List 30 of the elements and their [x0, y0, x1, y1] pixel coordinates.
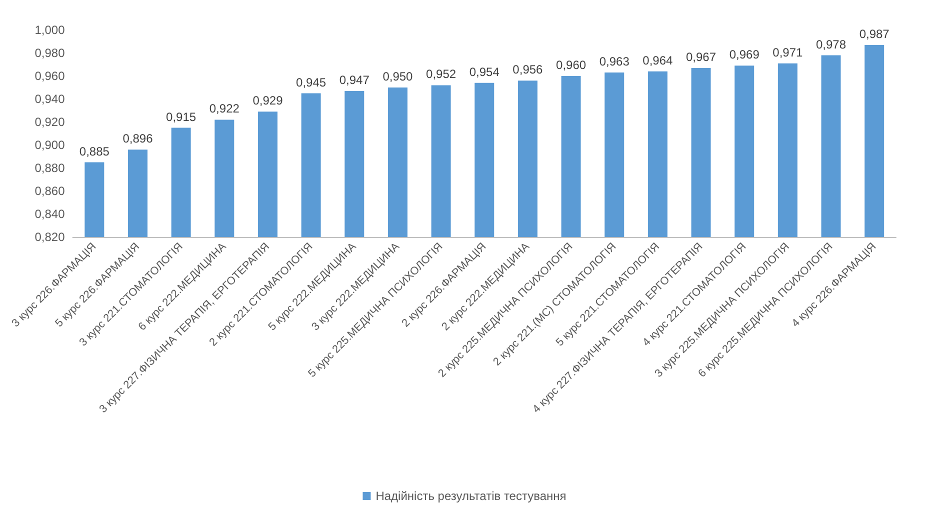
y-tick-label: 0,920 — [34, 115, 66, 129]
data-label: 0,969 — [729, 48, 760, 62]
y-tick-label: 0,880 — [34, 161, 66, 175]
data-label: 0,950 — [382, 70, 414, 84]
data-label: 0,978 — [816, 37, 846, 52]
data-label: 0,971 — [772, 45, 804, 60]
data-label: 0,947 — [339, 72, 370, 87]
y-tick-label: 0,840 — [34, 207, 66, 221]
data-label: 0,963 — [599, 54, 630, 69]
data-label: 0,987 — [859, 26, 890, 41]
data-label: 0,896 — [122, 132, 154, 146]
y-tick-label: 0,940 — [34, 92, 66, 106]
y-tick-label: 0,960 — [34, 69, 66, 83]
y-tick-label: 0,820 — [34, 230, 66, 244]
data-label: 0,945 — [296, 75, 326, 90]
legend-label: Надійність результатів тестування — [376, 489, 566, 503]
data-label: 0,956 — [512, 62, 544, 77]
data-label: 0,929 — [252, 94, 284, 108]
data-label: 0,960 — [556, 58, 586, 72]
y-tick-label: 1,000 — [34, 23, 66, 37]
data-label: 0,885 — [79, 144, 110, 158]
data-label: 0,954 — [469, 64, 500, 79]
y-tick-label: 0,980 — [34, 46, 66, 60]
data-label: 0,964 — [642, 53, 674, 68]
data-label: 0,922 — [209, 102, 240, 116]
y-tick-label: 0,860 — [34, 184, 66, 198]
data-label: 0,952 — [426, 67, 456, 82]
y-tick-label: 0,900 — [34, 138, 66, 152]
data-label: 0,967 — [686, 50, 716, 64]
data-label: 0,915 — [166, 110, 196, 124]
